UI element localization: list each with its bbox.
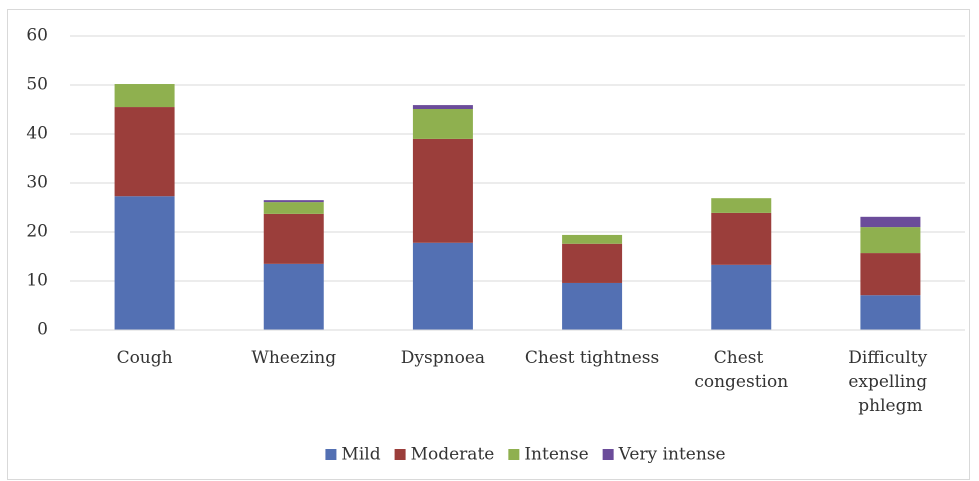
- legend-label: Mild: [341, 445, 380, 465]
- legend-swatch: [602, 449, 614, 460]
- bar-segment: [562, 282, 623, 330]
- bar-segment: [412, 242, 473, 330]
- bar-segment: [263, 263, 324, 330]
- y-tick-label: 50: [26, 75, 48, 95]
- x-tick-label: Wheezing: [251, 348, 336, 368]
- legend-item: Very intense: [602, 445, 726, 465]
- bar-segment: [860, 253, 921, 296]
- bar-segment: [412, 138, 473, 243]
- bar-segment: [711, 198, 772, 213]
- bar-segment: [263, 200, 324, 203]
- bar-segment: [860, 216, 921, 228]
- y-tick-label: 60: [26, 26, 48, 46]
- y-tick-label: 0: [37, 320, 48, 340]
- legend-swatch: [394, 449, 406, 460]
- x-tick-label: Dyspnoea: [401, 348, 485, 368]
- bar-segment: [263, 213, 324, 264]
- bar-segment: [711, 212, 772, 265]
- x-tick-label: Chest congestion: [694, 348, 788, 392]
- legend-swatch: [508, 449, 520, 460]
- bar-segment: [562, 243, 623, 283]
- x-tick-label: Cough: [117, 348, 173, 368]
- bar-segment: [860, 295, 921, 330]
- bar-segment: [562, 234, 623, 244]
- y-tick-label: 40: [26, 124, 48, 144]
- legend-label: Very intense: [618, 445, 726, 465]
- x-tick-label: Difficulty expelling phlegm: [848, 348, 932, 416]
- x-tick-label: Chest tightness: [525, 348, 659, 368]
- bar-segment: [114, 196, 175, 330]
- bar-segment: [412, 109, 473, 139]
- y-tick-label: 30: [26, 173, 48, 193]
- bar-segment: [711, 264, 772, 330]
- bar-segment: [860, 227, 921, 254]
- bar-segment: [114, 84, 175, 108]
- y-tick-label: 10: [26, 271, 48, 291]
- legend-label: Moderate: [411, 445, 495, 465]
- bar-segment: [114, 107, 175, 197]
- legend-label: Intense: [524, 445, 588, 465]
- legend-swatch: [325, 449, 337, 460]
- y-tick-label: 20: [26, 222, 48, 242]
- bar-segment: [412, 105, 473, 110]
- legend-item: Intense: [508, 445, 589, 465]
- legend-item: Moderate: [394, 445, 495, 465]
- bar-segment: [263, 202, 324, 214]
- legend-item: Mild: [325, 445, 381, 465]
